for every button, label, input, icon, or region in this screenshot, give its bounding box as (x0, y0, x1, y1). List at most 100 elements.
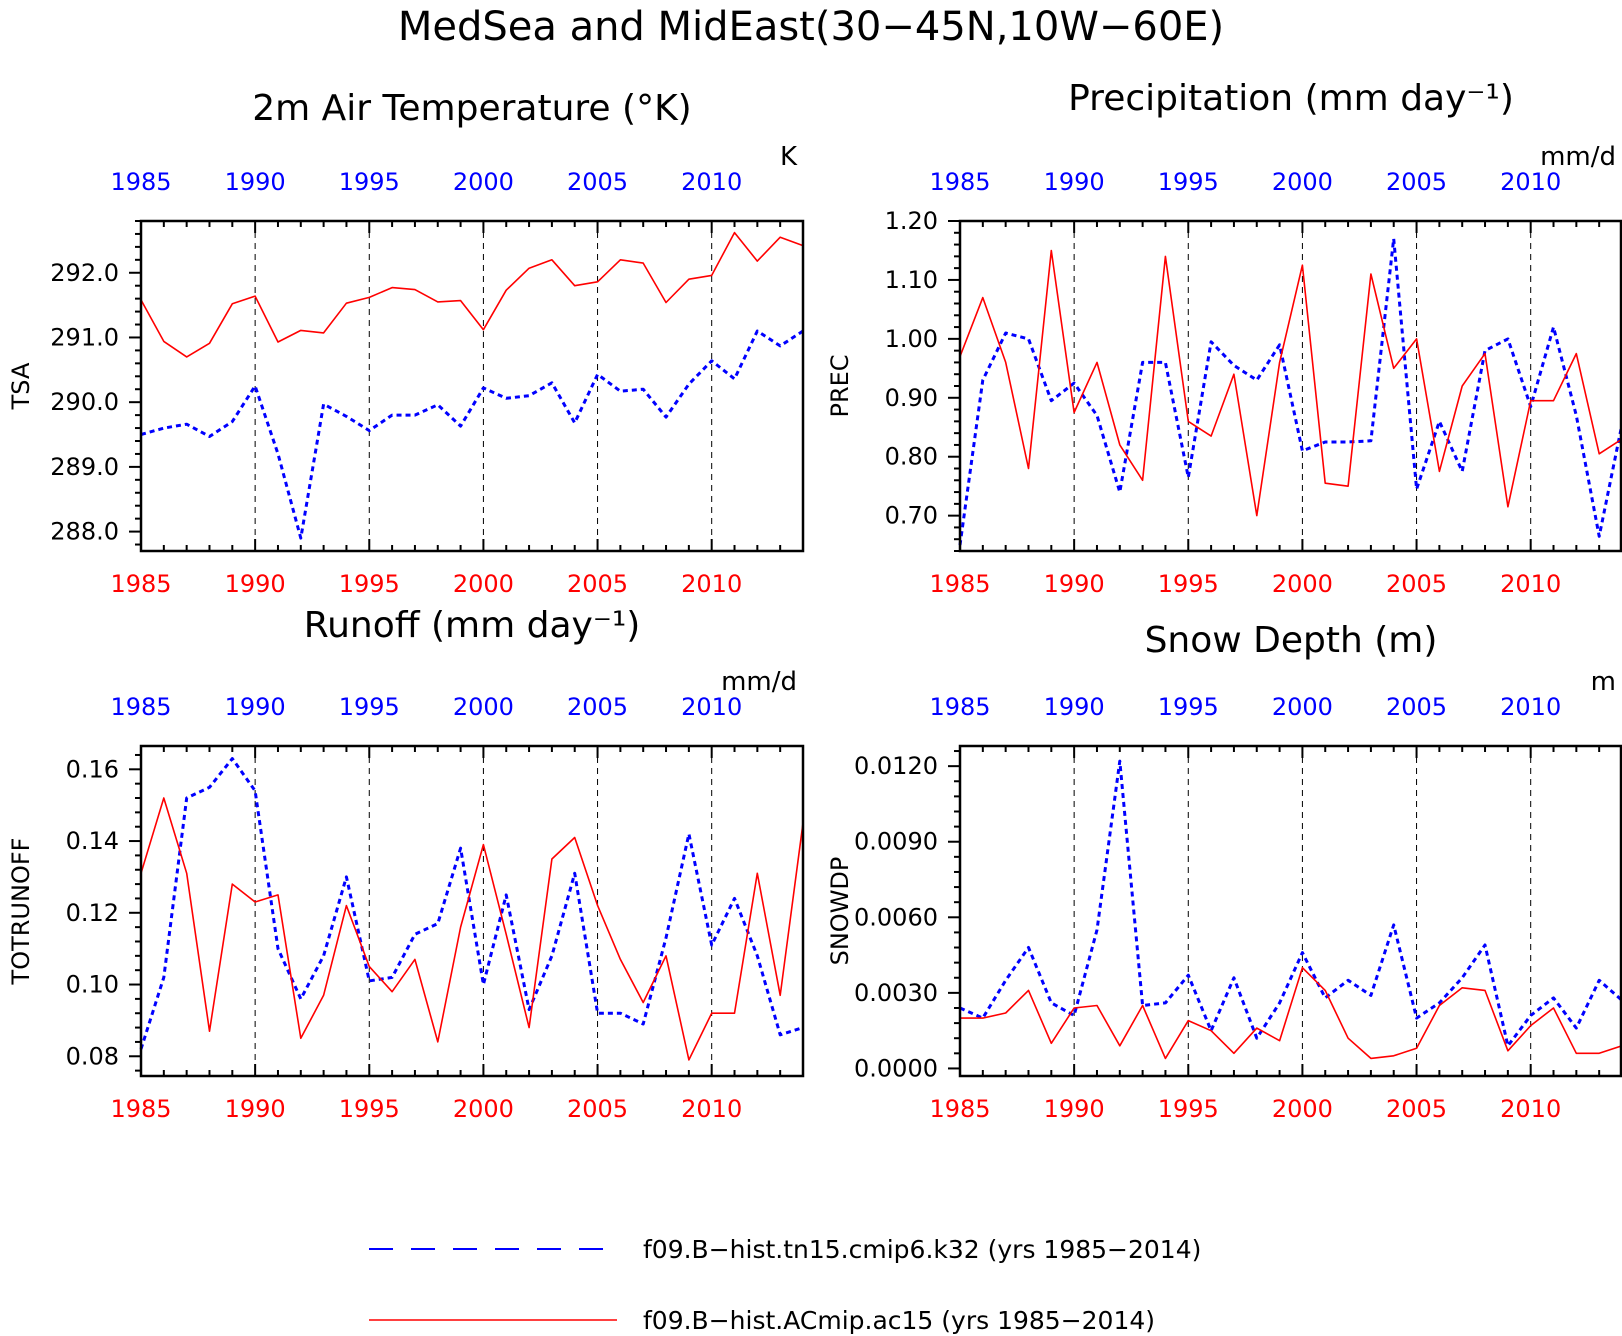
y-axis-label: SNOWDP (826, 857, 854, 966)
x-tick-label-top: 1990 (225, 693, 286, 721)
y-tick-label: 292.0 (50, 259, 119, 287)
x-tick-label-top: 2010 (681, 168, 742, 196)
x-tick-label-bottom: 1990 (1044, 570, 1105, 598)
x-tick-label-top: 2005 (1386, 168, 1447, 196)
x-tick-label-top: 2000 (453, 168, 514, 196)
chart-panel-4: Snow Depth (m) m SNOWDP 1985 1985 1990 1990 199… (826, 620, 1622, 1123)
series-line-cmip6 (958, 237, 1622, 546)
x-tick-label-bottom: 1985 (929, 1095, 990, 1123)
x-tick-label-top: 1995 (339, 693, 400, 721)
x-tick-label-top: 2000 (1272, 693, 1333, 721)
x-tick-label-bottom: 2005 (1386, 1095, 1447, 1123)
chart-panel-2: Precipitation (mm day⁻¹) mm/d PREC 1985 1985… (826, 78, 1622, 598)
panel-title: Snow Depth (m) (1145, 620, 1438, 661)
x-tick-label-top: 1995 (1158, 168, 1219, 196)
x-tick-label-top: 1985 (929, 168, 990, 196)
chart-panel-1: 2m Air Temperature (°K) K TSA 1985 1985 1990 1… (7, 88, 805, 598)
x-tick-label-top: 2000 (1272, 168, 1333, 196)
x-tick-label-bottom: 2000 (453, 570, 514, 598)
y-tick-label: 0.0120 (854, 752, 938, 780)
y-tick-label: 0.90 (885, 384, 938, 412)
y-axis-label: TSA (7, 362, 35, 410)
x-tick-label-bottom: 2010 (1500, 1095, 1561, 1123)
x-tick-label-bottom: 1995 (339, 1095, 400, 1123)
x-tick-label-bottom: 2005 (1386, 570, 1447, 598)
legend-label: f09.B−hist.tn15.cmip6.k32 (yrs 1985−2014… (643, 1235, 1201, 1264)
unit-label: mm/d (721, 667, 797, 697)
x-tick-label-top: 1985 (110, 168, 171, 196)
chart-panel-3: Runoff (mm day⁻¹) mm/d TOTRUNOFF 1985 1985 19… (7, 605, 805, 1123)
x-tick-label-bottom: 1990 (1044, 1095, 1105, 1123)
x-tick-label-bottom: 2010 (681, 1095, 742, 1123)
x-tick-label-top: 2005 (567, 168, 628, 196)
x-tick-label-top: 2010 (1500, 168, 1561, 196)
x-tick-label-top: 1985 (929, 693, 990, 721)
y-tick-label: 290.0 (50, 388, 119, 416)
unit-label: m (1591, 667, 1616, 697)
x-tick-label-bottom: 1985 (110, 1095, 171, 1123)
y-tick-label: 0.70 (885, 502, 938, 530)
series-line-cmip6 (139, 757, 804, 1050)
x-tick-label-top: 2010 (1500, 693, 1561, 721)
y-tick-label: 0.0030 (854, 979, 938, 1007)
y-tick-label: 0.0090 (854, 828, 938, 856)
y-tick-label: 0.0000 (854, 1054, 938, 1082)
series-line-acmip (959, 249, 1622, 517)
x-tick-label-bottom: 1995 (339, 570, 400, 598)
series-line-cmip6 (140, 329, 804, 540)
y-tick-label: 1.00 (885, 325, 938, 353)
x-tick-label-bottom: 2000 (1272, 570, 1333, 598)
x-tick-label-bottom: 2000 (1272, 1095, 1333, 1123)
y-tick-label: 288.0 (50, 518, 119, 546)
x-tick-label-top: 1995 (339, 168, 400, 196)
x-tick-label-top: 1990 (225, 168, 286, 196)
legend-label: f09.B−hist.ACmip.ac15 (yrs 1985−2014) (643, 1306, 1155, 1335)
y-tick-label: 0.0060 (854, 903, 938, 931)
y-tick-label: 291.0 (50, 323, 119, 351)
x-tick-label-bottom: 1985 (929, 570, 990, 598)
x-tick-label-bottom: 1990 (225, 570, 286, 598)
y-tick-label: 0.14 (66, 827, 119, 855)
panel-title: Runoff (mm day⁻¹) (304, 605, 641, 646)
x-tick-label-top: 2005 (1386, 693, 1447, 721)
x-tick-label-top: 2005 (567, 693, 628, 721)
unit-label: K (780, 142, 798, 172)
x-tick-label-top: 1990 (1044, 168, 1105, 196)
panel-title: 2m Air Temperature (°K) (252, 88, 691, 129)
series-line-acmip (140, 797, 804, 1061)
y-tick-label: 0.16 (66, 755, 119, 783)
y-tick-label: 289.0 (50, 453, 119, 481)
y-tick-label: 1.20 (885, 207, 938, 235)
unit-label: mm/d (1540, 142, 1616, 172)
panels: 2m Air Temperature (°K) K TSA 1985 1985 1990 1… (7, 78, 1622, 1123)
figure-title: MedSea and MidEast(30−45N,10W−60E) (398, 4, 1224, 50)
x-tick-label-top: 1985 (110, 693, 171, 721)
x-tick-label-bottom: 2010 (681, 570, 742, 598)
plot-frame (139, 744, 805, 1078)
y-tick-label: 1.10 (885, 266, 938, 294)
y-axis-label: PREC (826, 354, 854, 417)
y-tick-label: 0.08 (66, 1042, 119, 1070)
series-line-acmip (960, 966, 1622, 1060)
x-tick-label-top: 1995 (1158, 693, 1219, 721)
legend: f09.B−hist.tn15.cmip6.k32 (yrs 1985−2014… (369, 1235, 1201, 1335)
y-tick-label: 0.80 (885, 443, 938, 471)
x-tick-label-bottom: 2005 (567, 570, 628, 598)
x-tick-label-bottom: 1990 (225, 1095, 286, 1123)
y-tick-label: 0.12 (66, 899, 119, 927)
x-tick-label-top: 1990 (1044, 693, 1105, 721)
x-tick-label-bottom: 2005 (567, 1095, 628, 1123)
plot-frame (139, 219, 805, 553)
panel-title: Precipitation (mm day⁻¹) (1068, 78, 1514, 119)
series-line-acmip (140, 231, 804, 358)
x-tick-label-bottom: 1985 (110, 570, 171, 598)
x-tick-label-bottom: 1995 (1158, 570, 1219, 598)
plot-frame (958, 744, 1622, 1078)
y-axis-label: TOTRUNOFF (7, 838, 35, 986)
x-tick-label-top: 2000 (453, 693, 514, 721)
x-tick-label-top: 2010 (681, 693, 742, 721)
x-tick-label-bottom: 2000 (453, 1095, 514, 1123)
x-tick-label-bottom: 2010 (1500, 570, 1561, 598)
x-tick-label-bottom: 1995 (1158, 1095, 1219, 1123)
